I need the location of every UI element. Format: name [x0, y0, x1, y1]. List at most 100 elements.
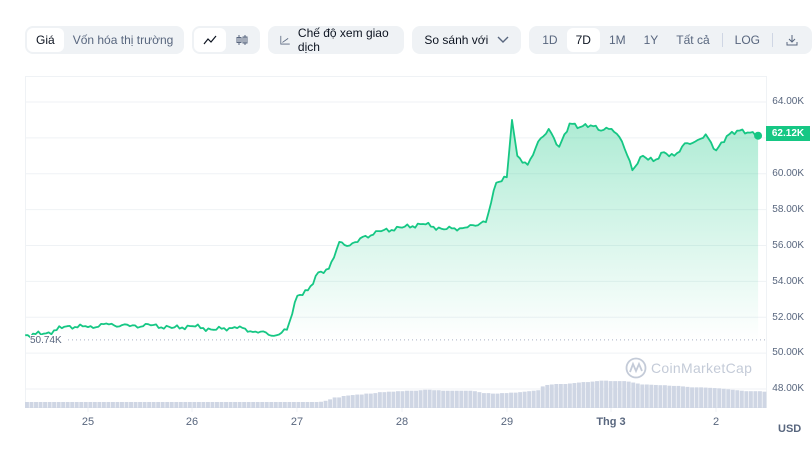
- x-tick-label: 25: [81, 416, 95, 428]
- volume-bar: [300, 402, 305, 408]
- volume-bar: [762, 391, 767, 408]
- volume-bar: [481, 393, 486, 408]
- volume-bar: [703, 387, 708, 408]
- volume-bar: [608, 381, 613, 408]
- volume-bar: [328, 399, 333, 408]
- download-button[interactable]: [776, 28, 808, 52]
- volume-bar: [138, 402, 143, 408]
- volume-bar: [450, 390, 455, 408]
- volume-bar: [531, 390, 536, 408]
- candlestick-chart-button[interactable]: [226, 28, 258, 52]
- volume-bar: [61, 402, 66, 408]
- volume-bar: [124, 402, 129, 408]
- x-tick-label: 2: [712, 416, 720, 428]
- volume-bar: [744, 391, 749, 408]
- range-all[interactable]: Tất cả: [676, 33, 710, 47]
- volume-bar: [147, 402, 152, 408]
- volume-bar: [106, 402, 111, 408]
- volume-bar: [681, 386, 685, 408]
- volume-bar: [694, 387, 699, 408]
- current-price-tag: 62.12K: [766, 126, 810, 141]
- volume-bar: [323, 400, 328, 408]
- volume-bar: [291, 402, 296, 408]
- chevron-down-icon: [497, 36, 509, 43]
- volume-bar: [264, 402, 269, 408]
- tab-market-cap[interactable]: Vốn hóa thị trường: [72, 33, 174, 47]
- volume-bar: [712, 388, 717, 408]
- volume-bar: [554, 384, 559, 408]
- volume-bar: [142, 402, 147, 408]
- volume-bar: [282, 402, 287, 408]
- volume-bar: [730, 389, 735, 408]
- volume-bar: [671, 385, 676, 408]
- volume-bar: [576, 382, 581, 408]
- volume-bar: [599, 380, 604, 408]
- volume-bar: [423, 389, 428, 408]
- volume-bar: [536, 390, 541, 408]
- volume-bar: [83, 402, 88, 408]
- volume-bar: [491, 393, 495, 408]
- trading-view-button[interactable]: Chế độ xem giao dịch: [268, 26, 405, 54]
- volume-bar: [196, 402, 201, 408]
- tab-price[interactable]: Giá: [27, 28, 64, 52]
- coinmarketcap-logo-icon: [625, 357, 647, 379]
- volume-bar: [649, 384, 654, 408]
- volume-bar: [626, 381, 631, 408]
- volume-bar: [305, 402, 310, 408]
- volume-bar: [545, 384, 550, 408]
- volume-bar: [472, 391, 477, 408]
- volume-bar: [237, 402, 242, 408]
- volume-bar: [418, 390, 423, 408]
- volume-bar: [314, 402, 319, 408]
- volume-bar: [414, 390, 419, 408]
- divider: [721, 33, 723, 47]
- chart-type-group: [192, 26, 261, 54]
- volume-bar: [572, 383, 577, 408]
- range-1d[interactable]: 1D: [542, 33, 558, 47]
- volume-bar: [34, 402, 38, 408]
- volume-bar: [74, 402, 79, 408]
- volume-bar: [495, 393, 500, 408]
- volume-bar: [255, 402, 260, 408]
- compare-select-value: So sánh với: [424, 33, 489, 47]
- price-area-fill: [25, 119, 759, 341]
- volume-bar: [88, 402, 93, 408]
- volume-bar: [436, 390, 441, 408]
- price-line: [25, 119, 759, 339]
- volume-bar: [690, 387, 695, 408]
- volume-bar: [269, 402, 274, 408]
- compare-select[interactable]: So sánh với: [412, 26, 522, 54]
- volume-bar: [70, 402, 75, 408]
- volume-bar: [463, 390, 468, 408]
- volume-bar: [174, 402, 179, 408]
- y-tick-label: 60.00K: [772, 168, 804, 179]
- volume-bar: [739, 390, 744, 408]
- volume-bar: [635, 383, 640, 408]
- volume-bar: [260, 402, 265, 408]
- log-scale-toggle[interactable]: LOG: [734, 33, 760, 47]
- volume-bar: [613, 381, 618, 408]
- x-tick-label: Thg 3: [596, 416, 626, 428]
- line-chart-icon: [203, 35, 217, 45]
- volume-bar: [753, 391, 758, 408]
- volume-bar: [717, 388, 722, 408]
- volume-bar: [242, 402, 247, 408]
- volume-bar: [468, 390, 473, 408]
- volume-bar: [513, 392, 518, 408]
- volume-bar: [56, 402, 61, 408]
- volume-bar: [396, 391, 400, 408]
- volume-bar: [224, 402, 228, 408]
- range-1y[interactable]: 1Y: [643, 33, 659, 47]
- range-1m[interactable]: 1M: [608, 33, 626, 47]
- candlestick-icon: [236, 35, 248, 45]
- volume-bar: [165, 402, 170, 408]
- watermark-text: CoinMarketCap: [651, 360, 753, 376]
- volume-bar: [617, 381, 622, 408]
- volume-bar: [296, 402, 301, 408]
- line-chart-button[interactable]: [194, 28, 227, 52]
- volume-bar: [205, 402, 210, 408]
- range-7d[interactable]: 7D: [566, 28, 600, 52]
- volume-bar: [459, 390, 464, 408]
- volume-bar: [653, 384, 658, 408]
